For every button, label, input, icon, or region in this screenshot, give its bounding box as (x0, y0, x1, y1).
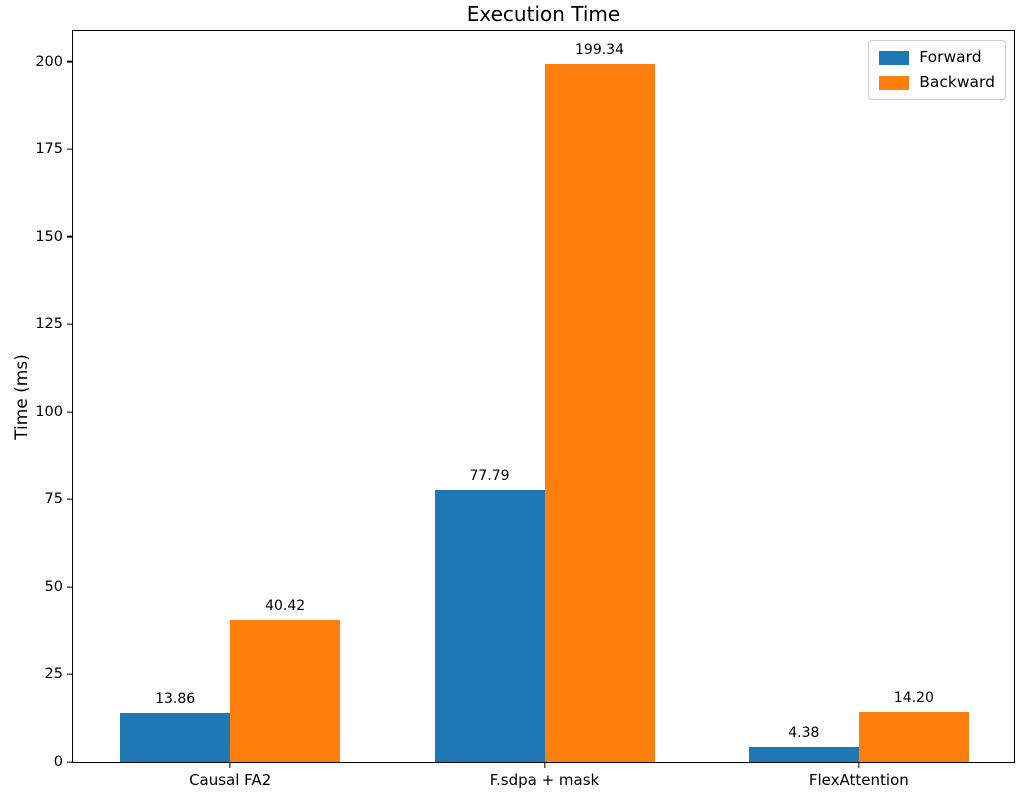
y-tick-label: 200 (35, 53, 63, 70)
bar-value-label: 13.86 (155, 691, 196, 708)
y-tick-mark (67, 761, 73, 763)
legend-label: Backward (919, 73, 995, 91)
y-tick-label: 75 (44, 491, 63, 508)
bar-value-label: 77.79 (469, 467, 510, 484)
y-tick-label: 100 (35, 403, 63, 420)
x-tick-label: FlexAttention (808, 771, 909, 789)
y-axis-label: Time (ms) (12, 354, 32, 440)
y-tick-label: 125 (35, 316, 63, 333)
bar-value-label: 4.38 (788, 724, 820, 741)
bar-backward-1 (230, 620, 341, 762)
y-tick-mark (67, 323, 73, 325)
x-tick-mark (229, 762, 231, 768)
y-tick-mark (67, 498, 73, 500)
y-tick-mark (67, 236, 73, 238)
x-tick-mark (543, 762, 546, 768)
y-tick-mark (67, 586, 73, 588)
y-tick-mark (67, 411, 73, 413)
y-tick-label: 25 (44, 666, 63, 683)
y-tick-label: 175 (35, 141, 63, 158)
x-tick-mark (858, 762, 860, 768)
chart-title: Execution Time (466, 2, 621, 26)
legend-entry-forward: Forward (879, 49, 995, 66)
x-tick-label: Causal FA2 (189, 771, 272, 789)
legend-swatch-icon (879, 50, 910, 65)
y-tick-mark (67, 60, 73, 63)
y-tick-label: 150 (35, 228, 63, 245)
legend-entry-backward: Backward (879, 74, 995, 91)
y-tick-mark (67, 673, 73, 676)
bar-forward-2 (434, 489, 545, 762)
x-tick-label: F.sdpa + mask (489, 771, 600, 789)
y-tick-mark (67, 148, 73, 150)
legend-label: Forward (919, 48, 982, 66)
plot-area: 0 25 50 75 100 125 150 175 200 Causal FA2 13.86 40.… (35, 30, 1015, 789)
bar-backward-3 (858, 712, 969, 762)
legend: Forward Backward (868, 40, 1006, 100)
bar-value-label: 40.42 (265, 598, 306, 615)
bar-backward-2 (544, 63, 655, 762)
bar-forward-1 (120, 713, 231, 762)
legend-swatch-icon (879, 75, 910, 90)
y-tick-label: 50 (44, 578, 63, 595)
bar-value-label: 199.34 (575, 41, 624, 58)
y-tick-label: 0 (53, 754, 63, 770)
bar-forward-3 (748, 746, 859, 762)
bar-value-label: 14.20 (893, 690, 934, 707)
